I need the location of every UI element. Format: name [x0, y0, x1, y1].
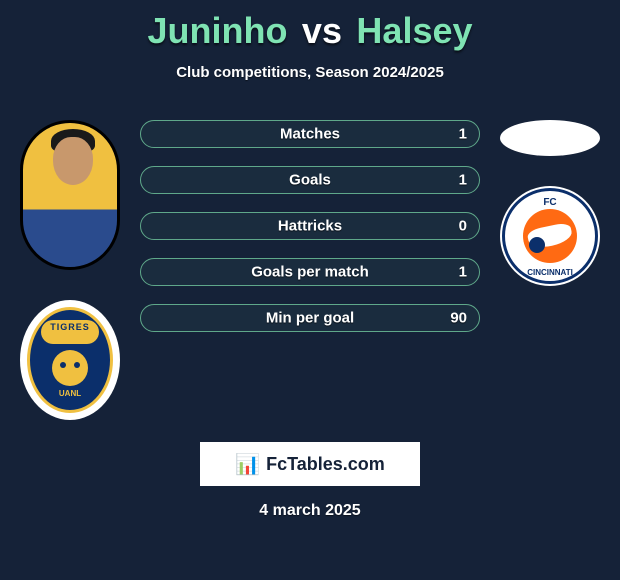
stat-label: Matches	[280, 126, 340, 143]
brand-text: FcTables.com	[266, 454, 385, 475]
stat-row-hattricks: Hattricks 0	[140, 212, 480, 240]
player2-name: Halsey	[356, 10, 472, 51]
stat-value-right: 1	[459, 264, 467, 281]
stat-value-right: 1	[459, 172, 467, 189]
stat-value-right: 90	[450, 310, 467, 327]
vs-label: vs	[302, 10, 342, 51]
page-title: Juninho vs Halsey	[0, 0, 620, 52]
stat-row-goals: Goals 1	[140, 166, 480, 194]
comparison-card: Juninho vs Halsey Club competitions, Sea…	[0, 0, 620, 580]
club2-bottom-text: CINCINNATI	[527, 268, 573, 277]
footer: 📊 FcTables.com 4 march 2025	[200, 442, 420, 520]
stat-value-right: 1	[459, 126, 467, 143]
stats-panel: Matches 1 Goals 1 Hattricks 0 Goals per …	[140, 120, 480, 332]
stat-value-right: 0	[459, 218, 467, 235]
stat-label: Hattricks	[278, 218, 342, 235]
chart-icon: 📊	[235, 452, 260, 477]
stat-row-mpg: Min per goal 90	[140, 304, 480, 332]
player1-name: Juninho	[147, 10, 287, 51]
player1-avatar	[20, 120, 120, 270]
right-column: FC CINCINNATI	[490, 120, 610, 286]
stat-label: Goals per match	[251, 264, 369, 281]
player1-club-badge: TIGRES UANL	[20, 300, 120, 420]
stat-label: Min per goal	[266, 310, 354, 327]
club2-icon	[523, 209, 577, 263]
club2-top-text: FC	[543, 197, 556, 208]
brand-badge[interactable]: 📊 FcTables.com	[200, 442, 420, 486]
stat-label: Goals	[289, 172, 331, 189]
player2-avatar-placeholder	[500, 120, 600, 156]
club1-name: TIGRES	[50, 322, 90, 332]
club1-icon	[52, 350, 88, 386]
stat-row-matches: Matches 1	[140, 120, 480, 148]
club1-subname: UANL	[59, 389, 81, 398]
subtitle: Club competitions, Season 2024/2025	[0, 64, 620, 81]
player2-club-badge: FC CINCINNATI	[500, 186, 600, 286]
left-column: TIGRES UANL	[10, 120, 130, 420]
stat-row-gpm: Goals per match 1	[140, 258, 480, 286]
date-label: 4 march 2025	[200, 502, 420, 520]
